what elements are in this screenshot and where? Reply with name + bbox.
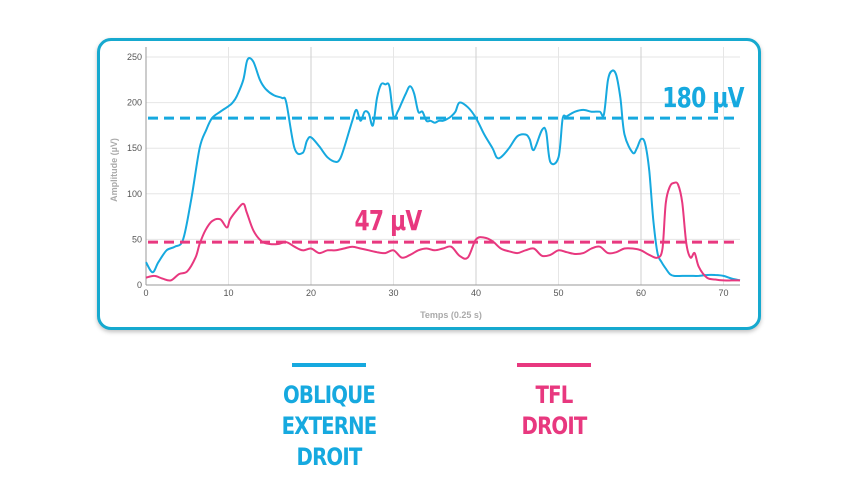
- x-tick-label-4: 40: [471, 288, 481, 298]
- y-axis-title: Amplitude (µV): [109, 138, 119, 202]
- series-line-0: [145, 57, 741, 282]
- x-tick-label-0: 0: [143, 288, 148, 298]
- reference-label-1: 47 µV: [354, 204, 422, 236]
- y-tick-label-3: 150: [127, 143, 142, 153]
- reference-layer: 180 µV 47 µV: [148, 81, 746, 244]
- x-tick-label-7: 70: [718, 288, 728, 298]
- y-tick-label-2: 100: [127, 189, 142, 199]
- series-layer: [145, 57, 741, 282]
- legend-swatch-oblique-externe: [292, 363, 366, 367]
- series-line-1: [145, 181, 740, 282]
- legend-label-line-1: OBLIQUE EXTERNE: [281, 381, 378, 440]
- y-tick-label-0: 0: [137, 280, 142, 290]
- axis-layer: 0 50 100 150 200 250 0 10 20 30 40 50 60 70: [127, 47, 740, 298]
- x-tick-label-5: 50: [553, 288, 563, 298]
- legend-label-oblique-externe: OBLIQUE EXTERNE DROIT: [235, 380, 424, 473]
- legend-label-line-1: TFL: [535, 381, 574, 409]
- x-tick-label-3: 30: [388, 288, 398, 298]
- legend-label-tfl: TFL DROIT: [505, 380, 603, 442]
- x-axis-title: Temps (0.25 s): [420, 310, 482, 320]
- legend-label-line-2: DROIT: [296, 443, 363, 471]
- reference-label-0: 180 µV: [662, 81, 745, 113]
- y-tick-label-5: 250: [127, 52, 142, 62]
- y-tick-label-4: 200: [127, 98, 142, 108]
- legend-label-line-2: DROIT: [521, 412, 588, 440]
- y-tick-label-1: 50: [132, 234, 142, 244]
- x-tick-label-1: 10: [223, 288, 233, 298]
- legend-swatch-tfl: [517, 363, 591, 367]
- x-tick-label-2: 20: [306, 288, 316, 298]
- x-tick-label-6: 60: [636, 288, 646, 298]
